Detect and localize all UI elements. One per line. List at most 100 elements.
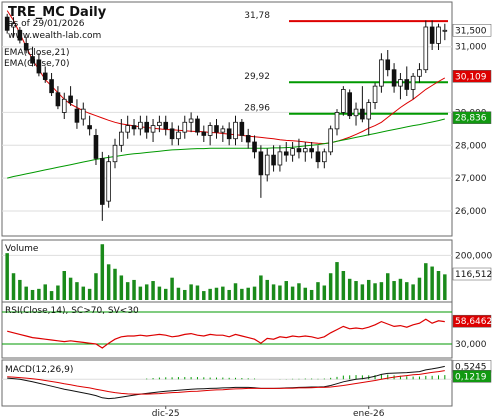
volume-bar — [227, 289, 231, 300]
volume-bar — [56, 285, 60, 300]
candle-up — [379, 59, 384, 87]
price-level-labels: 31,78 29,92 28,96 — [244, 11, 270, 114]
volume-bar — [119, 275, 124, 300]
price-pane: 31,78 29,92 28,96 TRE_MC Daily as of 29/01… — [1, 1, 453, 237]
candle-up — [176, 131, 181, 140]
candle-down — [93, 135, 99, 159]
candle-down — [131, 125, 137, 130]
volume-bar — [183, 289, 187, 300]
candle-up — [80, 108, 86, 120]
candle-down — [245, 135, 251, 143]
candle-down — [144, 121, 150, 133]
volume-bar — [157, 286, 162, 300]
volume-bar — [81, 286, 86, 300]
price-tick-label: 31,000 — [455, 43, 487, 53]
candle-up — [302, 148, 308, 153]
candle-down — [195, 118, 200, 133]
resistance-level-label: 31,78 — [244, 11, 270, 21]
candle-up — [264, 154, 270, 176]
volume-bar — [75, 282, 79, 300]
volume-bar — [202, 291, 206, 300]
macd-badge-0: 0,5245 — [455, 362, 487, 372]
candle-up — [138, 121, 143, 130]
volume-bar — [62, 271, 67, 300]
candle-down — [429, 26, 435, 44]
volume-bar — [265, 279, 269, 300]
rsi-line — [7, 318, 445, 349]
price-candles — [4, 13, 448, 221]
candle-up — [188, 118, 194, 123]
candle-down — [271, 154, 276, 166]
rsi-label: RSI(Close,14), SC>70, SV<30 — [5, 306, 139, 316]
volume-bar — [398, 278, 403, 300]
volume-bar — [284, 281, 289, 300]
volume-bar — [246, 287, 250, 300]
volume-bar — [430, 266, 434, 300]
macd-histogram — [146, 374, 446, 380]
candle-up — [11, 23, 16, 28]
volume-bar — [417, 277, 422, 300]
volume-bar — [240, 288, 244, 300]
candle-down — [36, 59, 42, 74]
support-level-label: 29,92 — [244, 72, 270, 82]
candle-down — [226, 128, 232, 140]
volume-bar — [138, 286, 143, 300]
candle-up — [366, 102, 372, 120]
volume-bar — [316, 282, 320, 300]
volume-bar — [125, 282, 130, 300]
rsi-series-line — [7, 318, 445, 349]
candle-up — [233, 121, 238, 140]
candle-up — [119, 131, 124, 146]
volume-axis-right: 200,000 116,512 — [452, 251, 492, 281]
macd-label: MACD(12,26,9) — [5, 365, 73, 375]
volume-bar — [170, 277, 174, 300]
volume-bar — [328, 273, 333, 300]
volume-tick-label: 200,000 — [455, 251, 492, 261]
price-axis-right: 31,00029,00028,00027,00026,00031,50030,1… — [452, 24, 492, 217]
candle-down — [309, 148, 314, 153]
price-ema-lines — [6, 10, 446, 179]
volume-bar — [233, 283, 238, 300]
candle-down — [74, 108, 80, 123]
volume-bar — [68, 277, 73, 300]
volume-bar — [297, 283, 301, 300]
volume-bar — [309, 289, 314, 300]
volume-bar — [37, 288, 41, 300]
macd-badge-1: 0,1219 — [455, 372, 487, 382]
x-axis: dic-25 ene-26 — [152, 406, 385, 419]
price-tick-label: 28,000 — [455, 141, 487, 151]
candle-up — [290, 148, 295, 156]
volume-bar — [335, 262, 339, 300]
volume-bar — [18, 279, 22, 300]
volume-bar — [100, 244, 105, 300]
volume-bar — [176, 287, 181, 300]
rsi-badge: 58,6462 — [455, 317, 492, 327]
volume-bar — [373, 283, 377, 300]
price-badge-1-bg — [452, 70, 492, 83]
volume-bar — [252, 286, 257, 300]
candle-down — [315, 151, 321, 163]
ema21-line — [6, 10, 446, 145]
candle-down — [214, 125, 219, 133]
volume-pane: Volume — [1, 239, 453, 303]
candle-up — [341, 89, 346, 113]
candle-down — [42, 72, 48, 80]
volume-bar — [30, 289, 35, 300]
candle-up — [207, 125, 213, 136]
candle-down — [87, 125, 92, 130]
candle-up — [322, 151, 327, 163]
volume-bar — [43, 284, 47, 300]
candle-down — [296, 148, 302, 153]
as-of-date: as of 29/01/2026 — [8, 19, 85, 29]
volume-bar — [189, 284, 193, 300]
candle-down — [258, 151, 264, 176]
candle-up — [112, 144, 118, 163]
volume-bar — [379, 282, 384, 300]
price-badge-2-bg — [452, 111, 492, 124]
candle-up — [334, 112, 340, 130]
candle-up — [410, 75, 416, 90]
candle-down — [360, 108, 365, 120]
macd-lines — [7, 365, 445, 400]
volume-bar — [5, 253, 9, 300]
